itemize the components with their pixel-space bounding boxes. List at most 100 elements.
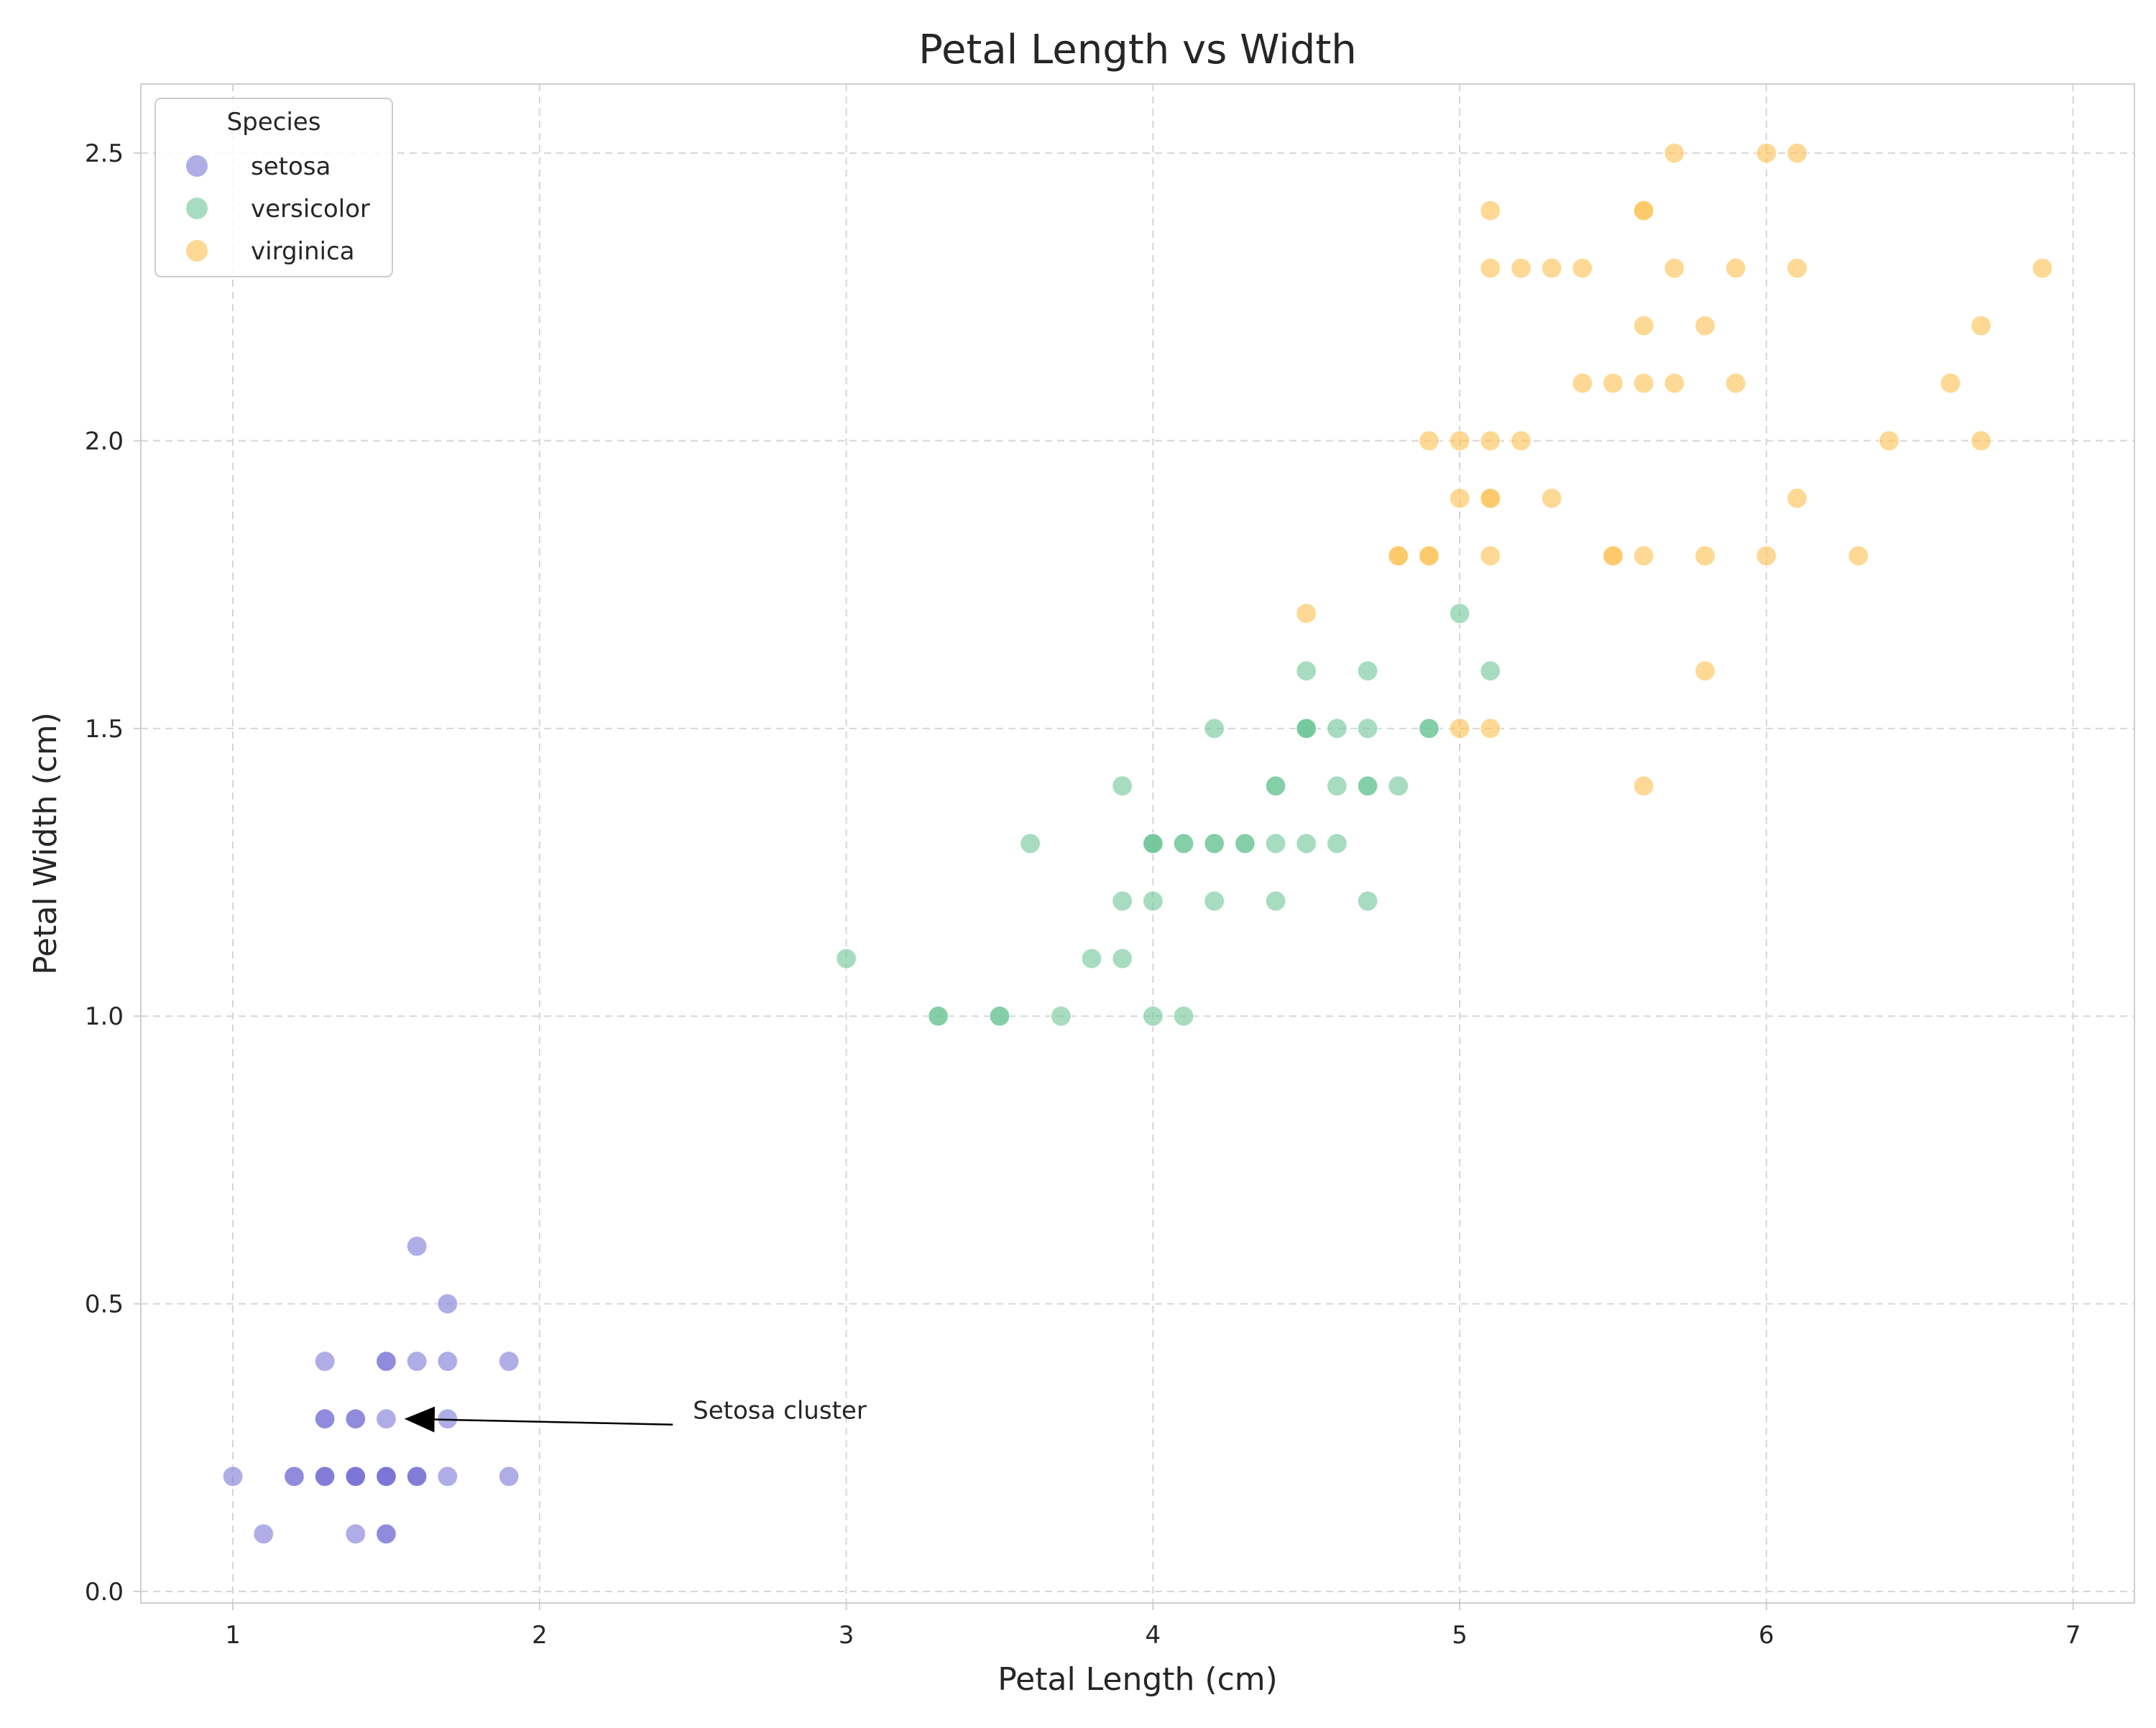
data-point-virginica [1480, 200, 1501, 221]
data-point-versicolor [1357, 718, 1378, 739]
x-tick-label: 7 [2065, 1621, 2081, 1650]
legend-entry-versicolor: versicolor [186, 195, 370, 223]
data-point-versicolor [1173, 1005, 1194, 1027]
data-point-versicolor [1326, 833, 1348, 854]
data-point-setosa [252, 1523, 275, 1545]
legend-marker-versicolor [186, 198, 208, 219]
data-point-virginica [1786, 487, 1808, 509]
data-point-virginica [1572, 257, 1593, 279]
data-points [222, 142, 2053, 1545]
data-point-setosa [437, 1350, 459, 1372]
y-tick-label: 1.5 [85, 715, 124, 744]
data-point-virginica [1848, 545, 1869, 567]
data-point-versicolor [1142, 833, 1164, 854]
x-tick-label: 4 [1146, 1621, 1161, 1650]
x-tick-label: 1 [225, 1621, 241, 1650]
x-tick-label: 2 [532, 1621, 548, 1650]
data-point-virginica [2032, 257, 2053, 279]
data-point-virginica [1480, 718, 1501, 739]
data-point-virginica [1694, 660, 1716, 682]
annotation-text: Setosa cluster [693, 1396, 867, 1425]
data-point-versicolor [1449, 602, 1470, 624]
data-point-virginica [1756, 142, 1777, 164]
legend-marker-setosa [186, 155, 208, 177]
data-point-versicolor [1388, 775, 1409, 797]
data-point-versicolor [1111, 948, 1133, 969]
data-point-setosa [375, 1350, 397, 1372]
legend-label-virginica: virginica [251, 237, 355, 266]
data-point-versicolor [1265, 775, 1286, 797]
data-point-virginica [1602, 372, 1624, 394]
data-point-virginica [1878, 430, 1900, 452]
legend-marker-virginica [186, 240, 208, 262]
data-point-virginica [1449, 430, 1470, 452]
data-point-virginica [1970, 315, 1992, 337]
plot-background [141, 84, 2134, 1603]
data-point-versicolor [1418, 718, 1440, 739]
data-point-virginica [1633, 200, 1654, 221]
data-point-virginica [1664, 257, 1685, 279]
data-point-virginica [1541, 487, 1562, 509]
data-point-virginica [1449, 718, 1470, 739]
data-point-versicolor [1203, 718, 1225, 739]
data-point-virginica [1940, 372, 1961, 394]
data-point-versicolor [1357, 890, 1378, 912]
data-point-versicolor [989, 1005, 1010, 1027]
annotation-arrow [404, 1406, 673, 1433]
data-point-versicolor [1203, 890, 1225, 912]
data-point-setosa [344, 1523, 367, 1545]
y-tick-label: 2.0 [85, 427, 124, 456]
y-axis-title: Petal Width (cm) [27, 712, 64, 975]
data-point-setosa [283, 1466, 305, 1487]
data-point-virginica [1725, 257, 1746, 279]
data-point-virginica [1664, 372, 1685, 394]
data-point-virginica [1480, 545, 1501, 567]
data-point-virginica [1480, 487, 1501, 509]
y-tick-label: 2.5 [85, 139, 124, 168]
data-point-setosa [375, 1408, 397, 1430]
data-point-setosa [406, 1350, 428, 1372]
data-point-versicolor [1142, 1005, 1164, 1027]
data-point-virginica [1633, 315, 1654, 337]
data-point-versicolor [927, 1005, 949, 1027]
data-point-virginica [1970, 430, 1992, 452]
data-point-versicolor [1295, 660, 1317, 682]
data-point-versicolor [835, 948, 857, 969]
x-axis-title: Petal Length (cm) [998, 1661, 1278, 1698]
data-point-virginica [1602, 545, 1624, 567]
data-point-versicolor [1265, 833, 1286, 854]
data-point-setosa [498, 1350, 520, 1372]
data-point-setosa [375, 1466, 397, 1487]
y-tick-label: 1.0 [85, 1002, 124, 1031]
data-point-virginica [1572, 372, 1593, 394]
data-point-virginica [1633, 372, 1654, 394]
data-point-setosa [314, 1350, 336, 1372]
data-point-virginica [1418, 545, 1440, 567]
data-point-versicolor [1295, 833, 1317, 854]
data-point-versicolor [1050, 1005, 1072, 1027]
data-point-setosa [406, 1466, 428, 1487]
data-point-setosa [314, 1466, 336, 1487]
data-point-virginica [1633, 545, 1654, 567]
data-point-versicolor [1265, 890, 1286, 912]
data-point-setosa [344, 1408, 367, 1430]
data-point-virginica [1694, 315, 1716, 337]
data-point-setosa [406, 1235, 428, 1257]
data-point-versicolor [1081, 948, 1102, 969]
x-tick-label: 6 [1759, 1621, 1774, 1650]
legend-entry-setosa: setosa [186, 152, 331, 181]
data-point-virginica [1786, 142, 1808, 164]
data-point-virginica [1480, 430, 1501, 452]
legend-entry-virginica: virginica [186, 237, 355, 266]
y-tick-label: 0.0 [85, 1578, 124, 1607]
data-point-virginica [1725, 372, 1746, 394]
axis-ticks: 1 2 3 4 5 6 7 0.0 0.5 1.0 1.5 2.0 2.5 [85, 139, 2081, 1650]
legend-label-versicolor: versicolor [251, 195, 370, 223]
chart-title: Petal Length vs Width [918, 27, 1357, 73]
legend: Species setosa versicolor virginica [155, 98, 393, 277]
data-point-virginica [1756, 545, 1777, 567]
data-point-versicolor [1326, 718, 1348, 739]
data-point-virginica [1449, 487, 1470, 509]
data-point-virginica [1295, 602, 1317, 624]
